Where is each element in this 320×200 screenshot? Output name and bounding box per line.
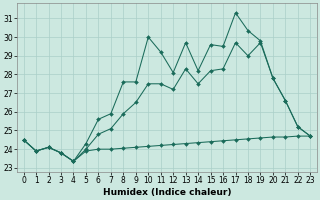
X-axis label: Humidex (Indice chaleur): Humidex (Indice chaleur) [103,188,231,197]
